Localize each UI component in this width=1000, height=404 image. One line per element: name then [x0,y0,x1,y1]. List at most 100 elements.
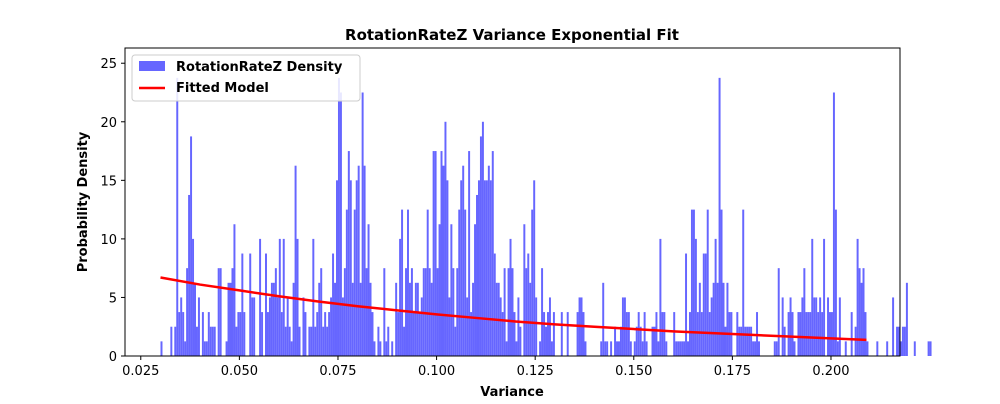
y-tick-label: 25 [100,57,117,72]
histogram-bar [458,209,461,356]
histogram-bar [310,326,313,356]
histogram-bar [363,165,366,356]
histogram-bar [900,341,902,356]
histogram-bar [653,326,656,356]
histogram-bar [748,326,751,356]
histogram-bar [787,312,790,356]
legend: RotationRateZ Density Fitted Model [131,54,361,102]
histogram-bar [543,312,546,356]
histogram-bar [927,341,930,356]
histogram-bar [805,312,808,356]
histogram-bar [819,297,822,356]
histogram-bar [355,180,358,356]
histogram-bar [694,238,697,356]
histogram-bar [450,224,453,356]
histogram-bar [858,268,861,356]
histogram-bar [710,297,713,356]
histogram-bar [527,253,530,356]
histogram-bar [237,312,240,356]
histogram-bar [259,238,262,356]
histogram-bar [892,297,895,356]
histogram-bar [446,180,449,356]
histogram-bar [803,268,806,356]
histogram-bar [434,151,437,356]
histogram-bar [929,341,932,356]
histogram-bar [483,180,486,356]
histogram-bar [440,151,443,356]
histogram-bar [547,312,549,356]
histogram-bar [645,341,648,356]
histogram-bar [834,209,837,356]
histogram-bar [657,341,660,356]
histogram-bar [661,312,664,356]
histogram-bar [239,312,242,356]
histogram-bar [844,341,847,356]
histogram-bar [548,297,551,356]
histogram-bar [361,92,364,356]
y-tick-label: 15 [100,174,117,189]
histogram-bar [606,341,609,356]
histogram-bar [487,165,490,356]
histogram-bar [539,341,542,356]
histogram-bar [464,209,467,356]
histogram-bar [387,326,390,356]
histogram-bar [675,341,678,356]
fitted-model-line [160,276,867,342]
histogram-bar [616,341,618,356]
histogram-bar [308,326,311,356]
histogram-bar [472,282,475,356]
histogram-bar [448,297,451,356]
histogram-bar [720,209,723,356]
histogram-bar [781,297,784,356]
histogram-bar [318,282,321,356]
x-tick-label: 0.100 [418,364,455,379]
histogram-bar [750,326,753,356]
histogram-bar [584,341,587,356]
histogram-bar [391,341,394,356]
histogram-bar [789,297,792,356]
histogram-bar [477,180,480,356]
histogram-bar [726,282,729,356]
histogram-bar [430,282,433,356]
histogram-bar [641,341,644,356]
histogram-bar [349,180,352,356]
histogram-bar [758,341,760,356]
histogram-bar [827,297,830,356]
histogram-bar [722,282,725,356]
histogram-bar [298,326,301,356]
histogram-bar [714,238,717,356]
histogram-bar [470,312,473,356]
histogram-bar [886,341,889,356]
histogram-bar [704,253,707,356]
histogram-bar [251,297,254,356]
histogram-bar [509,238,512,356]
histogram-bar [740,326,743,356]
histogram-bar [712,282,715,356]
histogram-bar [823,238,826,356]
histogram-bar [436,268,439,356]
histogram-bar [227,282,230,356]
histogram-bar [432,151,435,356]
histogram-bar [635,326,638,356]
histogram-bar [665,341,668,356]
histogram-bar [491,151,494,356]
x-tick-label: 0.050 [221,364,258,379]
histogram-bar [266,312,269,356]
histogram-bar [535,297,538,356]
histogram-bar [408,282,411,356]
histogram-bar [533,180,536,356]
histogram-bar [401,209,404,356]
histogram-bar [817,312,820,356]
histogram-bar [811,238,814,356]
histogram-bar [801,297,804,356]
histogram-bar [639,326,642,356]
histogram-bar [225,341,228,356]
histogram-bar [367,224,370,356]
histogram-bar [383,268,386,356]
histogram-bar [201,312,204,356]
histogram-bar [235,326,238,356]
histogram-bar [525,268,528,356]
histogram-bar [821,312,824,356]
histogram-bar [815,297,818,356]
y-axis-label: Probability Density [76,131,91,272]
